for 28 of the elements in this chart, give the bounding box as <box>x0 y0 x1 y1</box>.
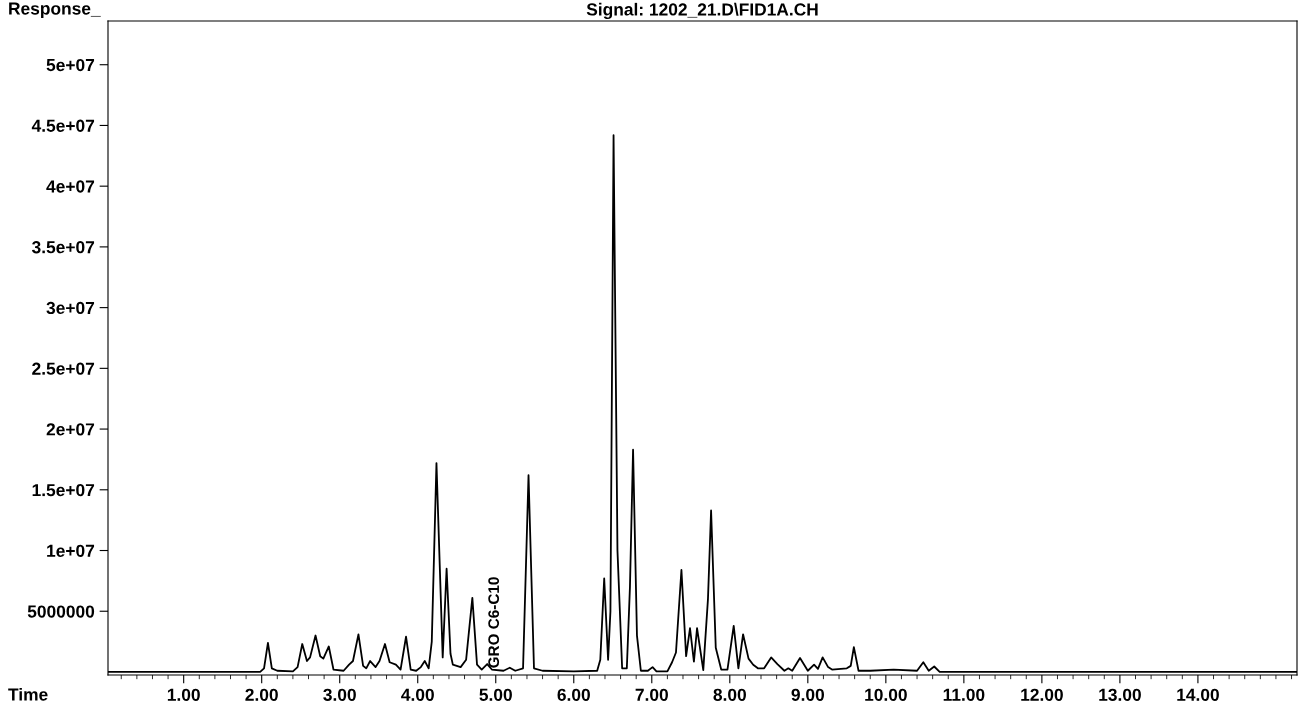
y-tick-label: 5e+07 <box>46 58 95 72</box>
y-tick-label: 4e+07 <box>46 180 95 193</box>
x-tick-label: 3.00 <box>323 688 356 701</box>
x-tick-label: 13.00 <box>1099 688 1141 701</box>
x-tick-label: 11.00 <box>943 688 985 701</box>
x-tick-label: 10.00 <box>865 688 907 701</box>
x-tick-label: 2.00 <box>245 688 278 701</box>
y-tick-label: 1e+07 <box>47 544 95 557</box>
y-tick-label: 2.5e+07 <box>32 362 95 375</box>
x-tick-label: 8.00 <box>713 688 746 701</box>
chart-title: Signal: 1202_21.D\FID1A.CH <box>586 2 818 20</box>
x-tick-label: 4.00 <box>401 688 434 701</box>
y-tick-label: 4.5e+07 <box>31 119 95 132</box>
y-tick-label: 5000000 <box>27 605 95 618</box>
x-tick-label: 7.00 <box>635 688 668 701</box>
x-tick-label: 1.00 <box>167 688 200 701</box>
y-tick-label: 2e+07 <box>46 423 95 436</box>
x-tick-label: 12.00 <box>1021 688 1063 701</box>
x-tick-label: 14.00 <box>1177 688 1219 701</box>
x-tick-label: 5.00 <box>479 688 512 701</box>
x-axis-title: Time <box>8 687 48 701</box>
y-axis-title: Response_ <box>9 2 101 19</box>
annotation: GRO C6-C10 <box>488 577 500 668</box>
y-tick-label: 1.5e+07 <box>32 483 95 497</box>
x-tick-label: 6.00 <box>557 688 590 701</box>
y-tick-label: 3.5e+07 <box>31 241 95 254</box>
y-tick-label: 3e+07 <box>46 301 95 315</box>
x-tick-label: 9.00 <box>791 688 825 701</box>
